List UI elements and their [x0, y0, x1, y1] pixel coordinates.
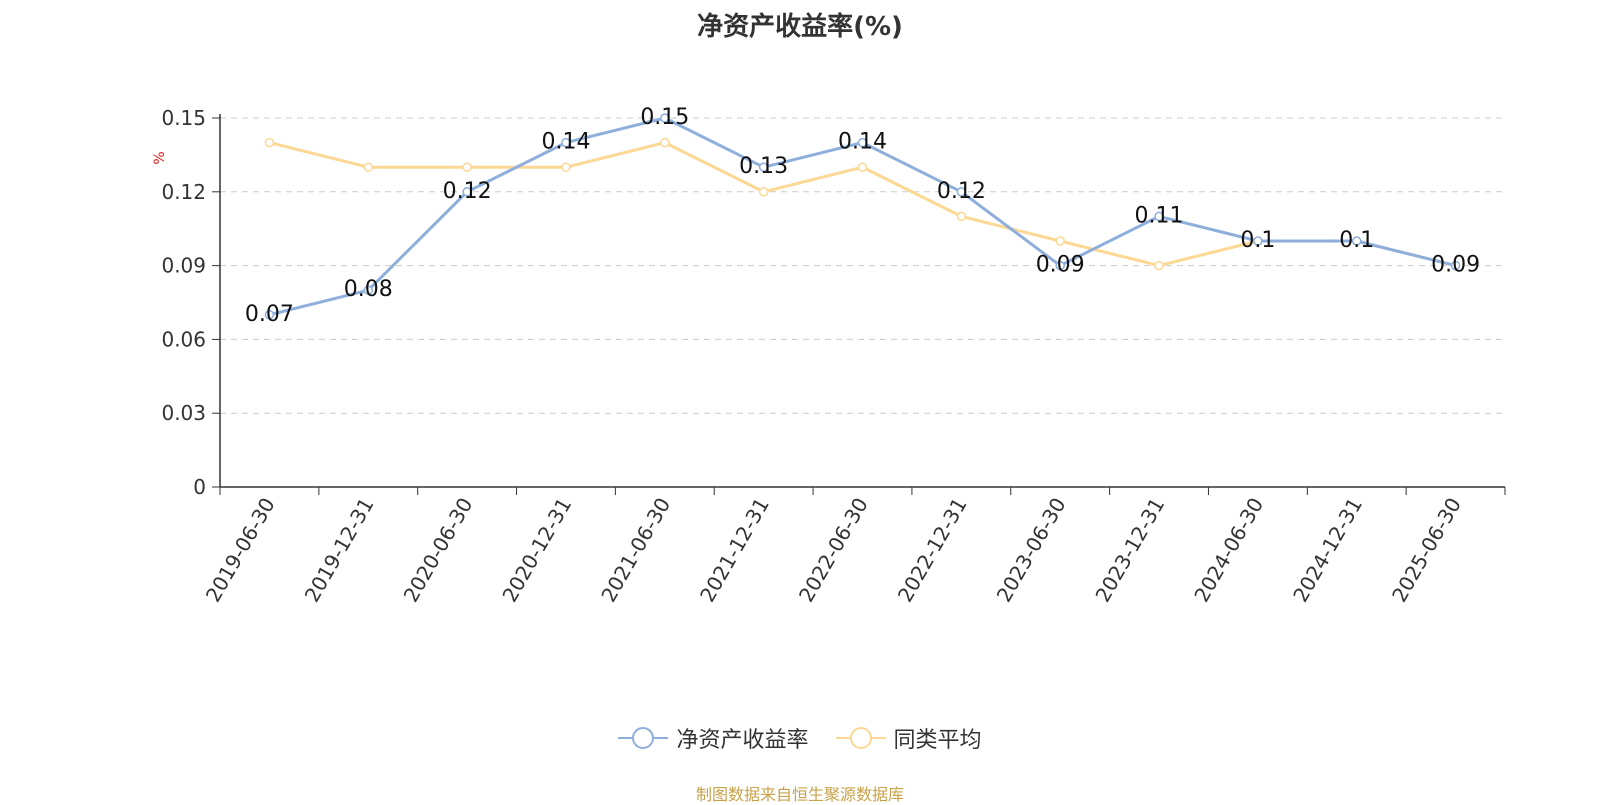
data-label: 0.12	[443, 179, 492, 204]
data-label: 0.12	[937, 179, 986, 204]
y-tick-label: 0.09	[161, 254, 206, 278]
legend-item-peer-average[interactable]: 同类平均	[835, 722, 982, 754]
series	[264, 113, 1461, 320]
data-point	[956, 211, 967, 222]
x-tick-label: 2019-12-31	[300, 494, 379, 607]
data-point	[462, 187, 472, 197]
x-tick-label: 2024-06-30	[1189, 494, 1268, 607]
data-label: 0.13	[739, 154, 788, 179]
x-tick-label: 2020-12-31	[497, 494, 576, 607]
x-tick-label: 2024-12-31	[1288, 494, 1367, 607]
data-point	[1351, 236, 1362, 246]
x-tick-label: 2020-06-30	[399, 494, 478, 607]
data-point	[758, 187, 769, 197]
data-point	[1055, 260, 1065, 271]
data-point	[956, 187, 967, 197]
x-tick-label: 2025-06-30	[1387, 494, 1466, 607]
data-label: 0.14	[541, 130, 590, 155]
data-point	[660, 137, 670, 148]
data-point	[1154, 211, 1164, 222]
data-point	[1253, 236, 1263, 246]
chart-title: 净资产收益率(%)	[697, 12, 903, 42]
y-tick-label: 0.15	[161, 106, 206, 130]
data-label: 0.1	[1240, 228, 1275, 253]
data-point	[561, 137, 571, 148]
data-label: 0.14	[838, 130, 887, 155]
data-point	[561, 162, 571, 172]
series-line-1	[269, 141, 1456, 268]
data-label: 0.09	[1036, 253, 1085, 278]
data-point	[264, 310, 275, 320]
data-point	[1055, 236, 1065, 246]
data-point	[462, 162, 472, 172]
data-point	[857, 162, 868, 172]
legend-item-roe[interactable]: 净资产收益率	[618, 722, 809, 754]
legend-label-roe: 净资产收益率	[676, 728, 809, 753]
y-tick-label: 0.03	[161, 401, 206, 425]
x-tick-label: 2021-12-31	[695, 494, 774, 607]
data-point	[1450, 260, 1461, 271]
data-point	[857, 137, 868, 148]
gridlines	[220, 117, 1505, 414]
x-tick-label: 2021-06-30	[596, 494, 675, 607]
data-label: 0.09	[1431, 253, 1480, 278]
x-tick-label: 2019-06-30	[201, 494, 280, 607]
data-point	[363, 285, 374, 295]
data-labels: 0.07 0.08 0.12 0.14 0.15 0.13 0.14 0.12 0.09 0.11…	[245, 105, 1480, 327]
x-tick-label: 2023-06-30	[992, 494, 1071, 607]
data-label: 0.08	[344, 277, 393, 302]
axes: 0 0.03 0.06 0.09 0.12 0.15% 2019-06-30 2019-12-…	[152, 106, 1506, 607]
data-label: 0.1	[1339, 228, 1374, 253]
legend-line-circle-icon	[835, 727, 886, 749]
x-tick-label: 2022-06-30	[794, 494, 873, 607]
legend-label-peer-average: 同类平均	[893, 728, 982, 753]
y-tick-label: 0.06	[161, 327, 206, 351]
source-note: 制图数据来自恒生聚源数据库	[695, 785, 904, 804]
data-point	[1154, 260, 1164, 271]
data-point	[363, 162, 374, 172]
data-label: 0.15	[640, 105, 689, 130]
data-label: 0.11	[1135, 203, 1184, 228]
y-tick-label: 0	[193, 475, 206, 499]
y-axis-label: %	[152, 151, 168, 164]
legend: 净资产收益率 同类平均	[0, 722, 1600, 757]
x-tick-label: 2022-12-31	[893, 494, 972, 607]
data-label: 0.07	[245, 302, 294, 327]
y-tick-label: 0.12	[161, 180, 206, 204]
legend-line-circle-icon	[618, 727, 669, 749]
data-point	[758, 162, 769, 172]
x-tick-label: 2023-12-31	[1090, 494, 1169, 607]
data-point	[660, 113, 670, 123]
data-point	[264, 137, 275, 148]
